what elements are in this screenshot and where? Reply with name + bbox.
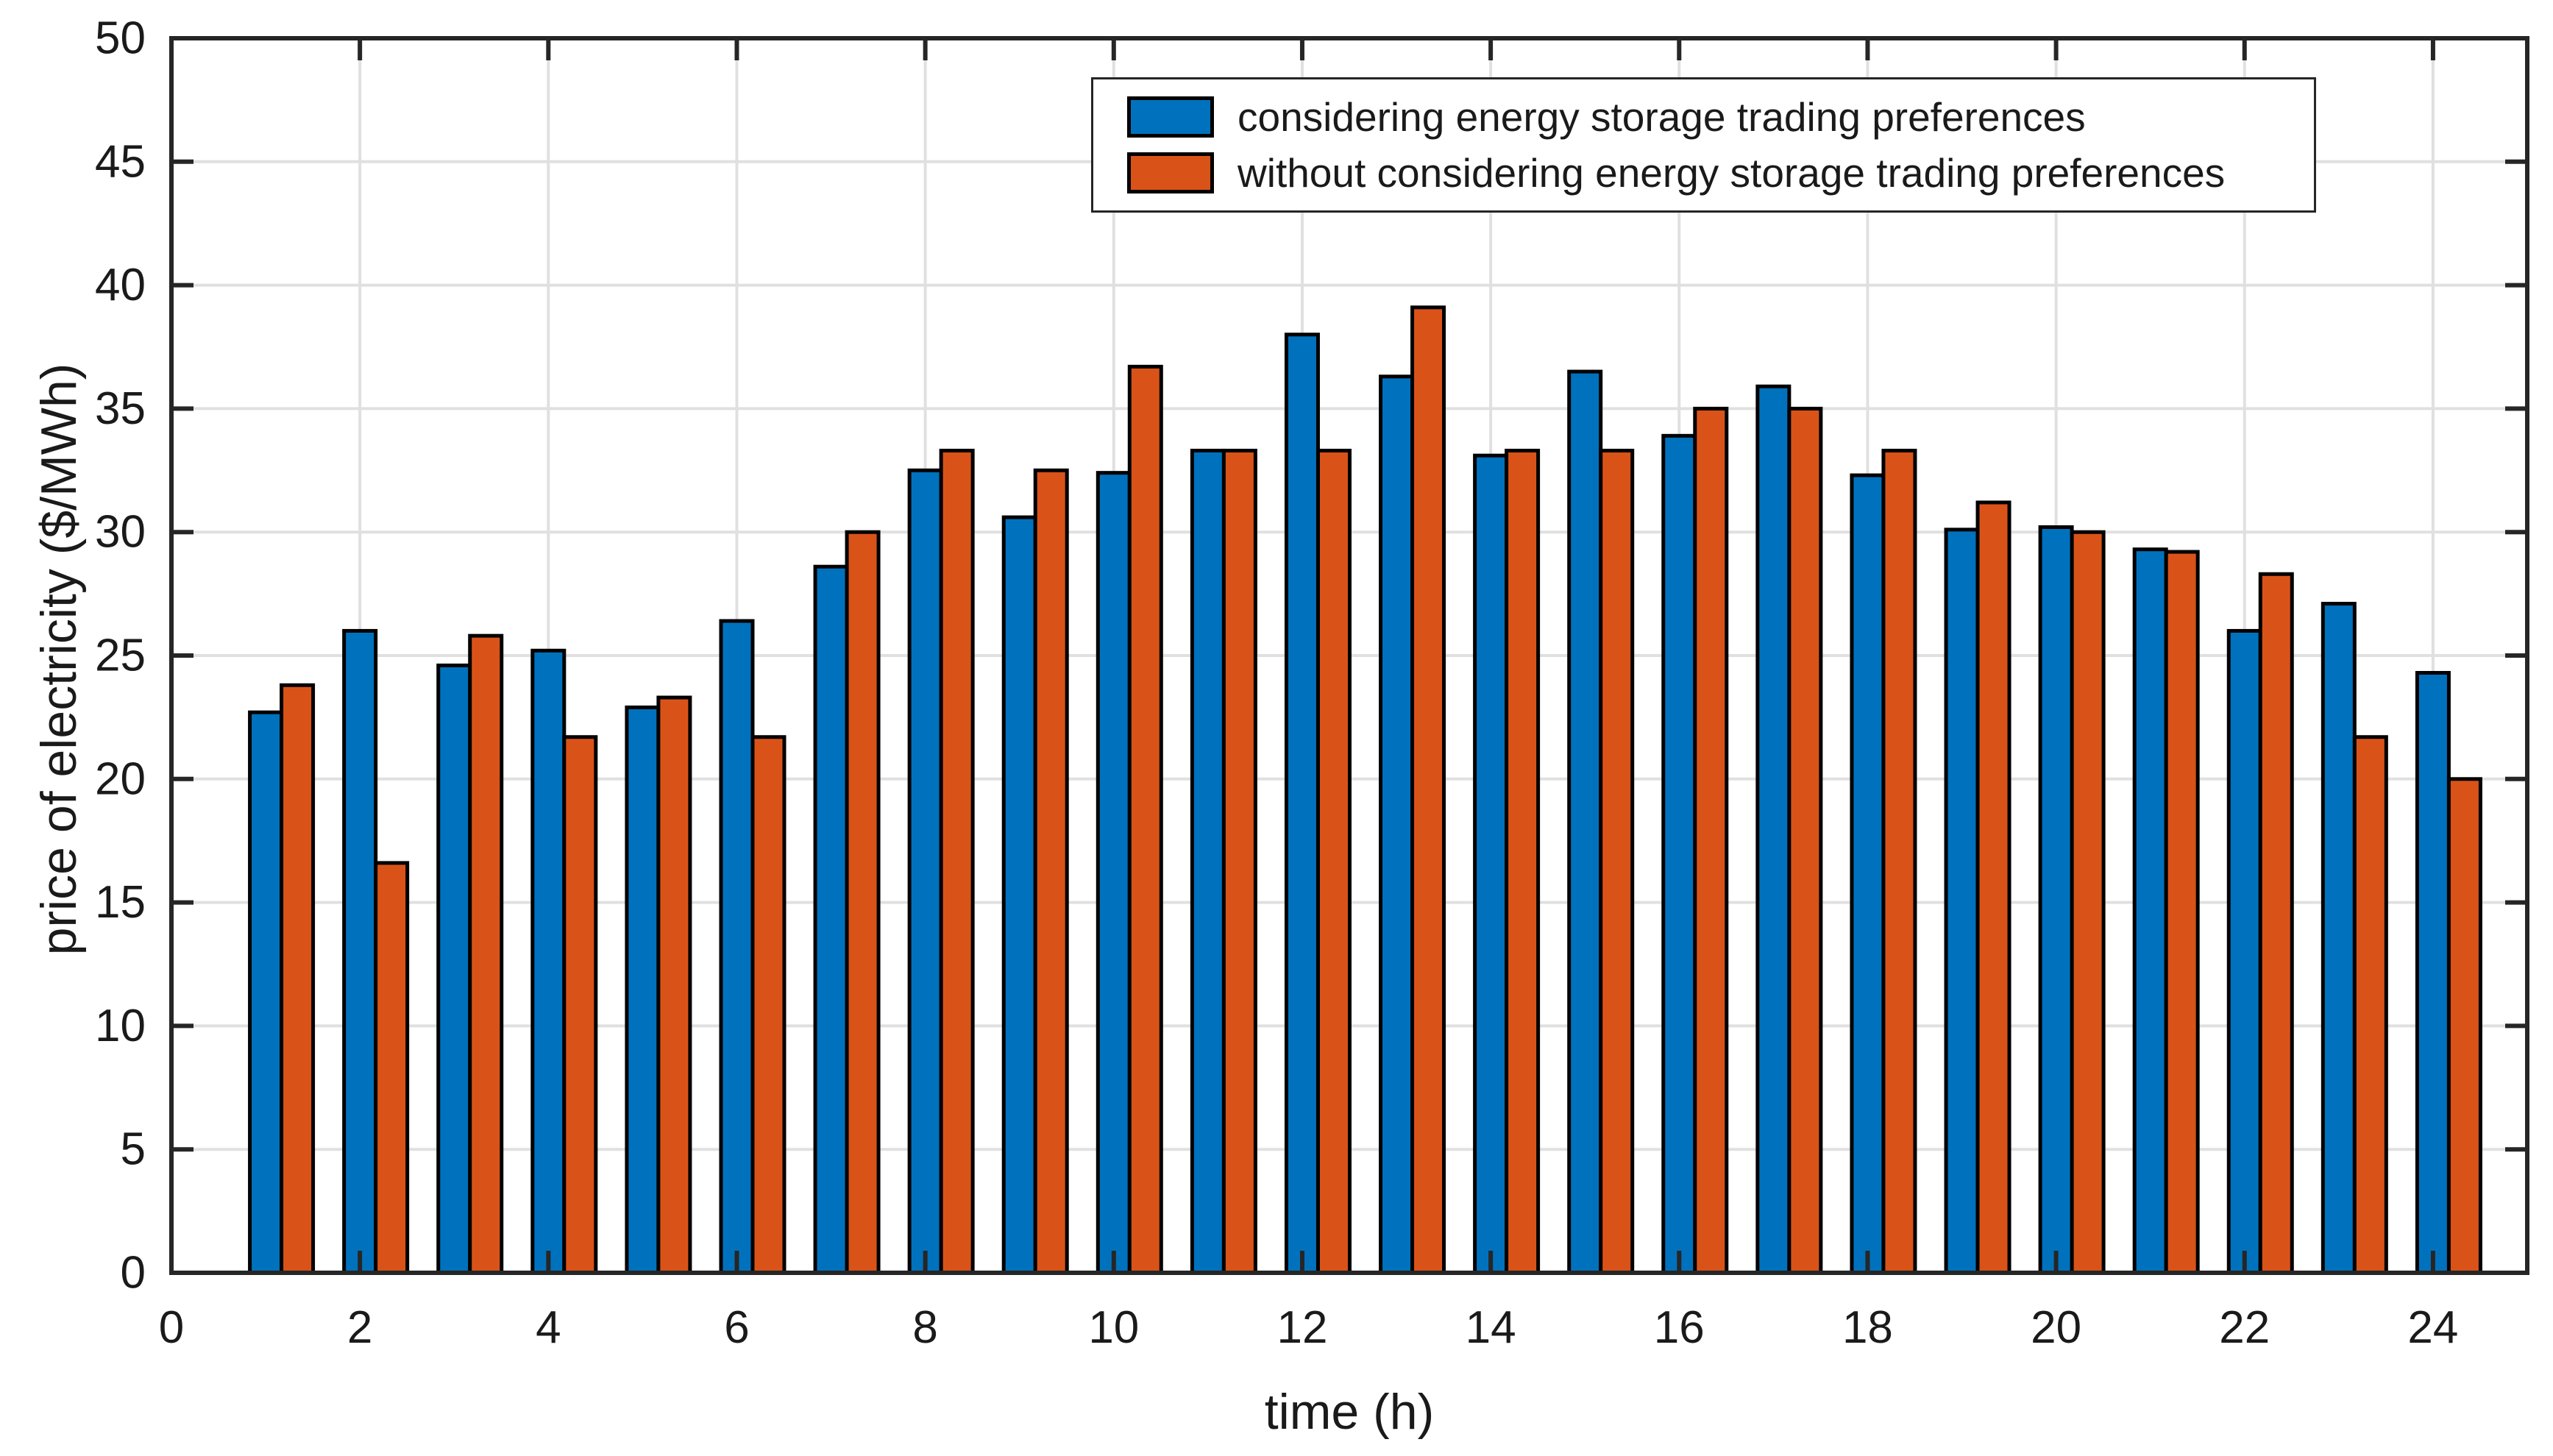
bar-hour-18-series2	[1881, 448, 1917, 1275]
bar-hour-16-series1	[1661, 433, 1697, 1275]
bar-hour-23-series2	[2352, 735, 2388, 1275]
bar-hour-19-series2	[1975, 500, 2011, 1275]
bar-hour-23-series1	[2321, 602, 2357, 1275]
bar-hour-14-series1	[1473, 453, 1509, 1275]
bar-hour-17-series1	[1755, 384, 1792, 1275]
bar-hour-6-series1	[719, 619, 755, 1275]
x-tick-label: 20	[2031, 1302, 2081, 1353]
x-axis-title: time (h)	[1264, 1384, 1435, 1440]
y-tick-label: 20	[95, 753, 146, 804]
x-tick-label: 6	[724, 1302, 749, 1353]
x-tick-label: 2	[347, 1302, 372, 1353]
x-tick-label: 16	[1654, 1302, 1705, 1353]
bar-hour-21-series2	[2164, 550, 2200, 1275]
legend-swatch-orange	[1127, 152, 1214, 193]
bar-hour-10-series2	[1127, 364, 1163, 1275]
bar-hour-7-series1	[813, 564, 849, 1275]
bar-hour-12-series2	[1315, 448, 1352, 1275]
bar-hour-9-series2	[1033, 468, 1069, 1275]
y-tick-label: 25	[95, 631, 146, 681]
bar-hour-3-series1	[436, 663, 472, 1275]
bar-hour-13-series1	[1379, 374, 1415, 1275]
legend-label: considering energy storage trading prefe…	[1238, 93, 2086, 140]
bar-hour-18-series1	[1850, 473, 1886, 1275]
y-tick-label: 10	[95, 1001, 146, 1051]
legend-entry: considering energy storage trading prefe…	[1127, 94, 2314, 140]
legend: considering energy storage trading prefe…	[1091, 77, 2316, 213]
bar-hour-5-series1	[625, 705, 661, 1275]
bar-hour-2-series1	[342, 628, 378, 1275]
bar-hour-17-series2	[1787, 406, 1823, 1275]
bar-hour-7-series2	[845, 530, 881, 1275]
bar-hour-3-series2	[468, 633, 504, 1275]
bar-hour-22-series1	[2226, 628, 2262, 1275]
bar-hour-2-series2	[374, 861, 410, 1275]
bar-hour-11-series2	[1221, 448, 1257, 1275]
legend-swatch-blue	[1127, 96, 1214, 138]
bar-hour-15-series1	[1567, 369, 1603, 1275]
bar-hour-5-series2	[656, 695, 692, 1275]
bar-hour-24-series2	[2446, 777, 2482, 1275]
x-tick-label: 24	[2407, 1302, 2458, 1353]
y-axis-title: price of electricity ($/MWh)	[31, 363, 87, 956]
bar-hour-12-series1	[1284, 333, 1320, 1275]
legend-entry: without considering energy storage tradi…	[1127, 150, 2314, 196]
y-tick-label: 50	[95, 13, 146, 64]
y-tick-label: 0	[121, 1248, 146, 1299]
bar-hour-11-series1	[1190, 448, 1226, 1275]
bar-hour-8-series1	[907, 468, 943, 1275]
x-tick-label: 18	[1842, 1302, 1893, 1353]
x-tick-label: 22	[2219, 1302, 2270, 1353]
y-tick-label: 45	[95, 136, 146, 187]
bar-hour-10-series1	[1096, 471, 1132, 1275]
plot-border	[169, 36, 2529, 1275]
x-tick-label: 8	[912, 1302, 937, 1353]
bar-hour-24-series1	[2415, 670, 2451, 1275]
x-tick-label: 12	[1276, 1302, 1327, 1353]
bar-hour-4-series1	[530, 648, 567, 1275]
bar-hour-19-series1	[1944, 528, 1980, 1275]
bar-hour-14-series2	[1505, 448, 1541, 1275]
bar-hour-4-series2	[562, 735, 598, 1275]
bar-hour-6-series2	[750, 735, 787, 1275]
bar-hour-1-series2	[280, 683, 316, 1275]
y-tick-label: 40	[95, 260, 146, 310]
bar-hour-20-series1	[2038, 525, 2074, 1275]
x-tick-label: 4	[536, 1302, 561, 1353]
bar-hour-21-series1	[2132, 547, 2168, 1275]
y-tick-label: 15	[95, 877, 146, 928]
bar-hour-13-series2	[1410, 305, 1446, 1275]
bar-hour-20-series2	[2070, 530, 2106, 1275]
bar-hour-22-series2	[2258, 572, 2294, 1275]
bar-hour-16-series2	[1693, 406, 1729, 1275]
legend-label: without considering energy storage tradi…	[1238, 149, 2226, 196]
x-tick-label: 10	[1088, 1302, 1139, 1353]
y-tick-label: 35	[95, 383, 146, 434]
x-tick-label: 0	[159, 1302, 184, 1353]
y-tick-label: 5	[121, 1124, 146, 1175]
y-tick-label: 30	[95, 507, 146, 558]
x-tick-label: 14	[1466, 1302, 1516, 1353]
bar-hour-9-series1	[1001, 515, 1037, 1275]
bar-hour-1-series1	[248, 710, 284, 1275]
bar-hour-15-series2	[1599, 448, 1635, 1275]
bar-hour-8-series2	[939, 448, 975, 1275]
